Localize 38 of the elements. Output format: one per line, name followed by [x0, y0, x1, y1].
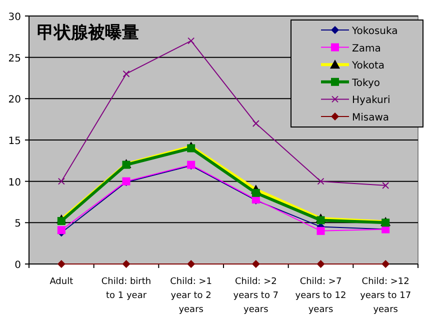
point	[122, 260, 130, 268]
point	[382, 182, 390, 189]
x-tick-label: Child: >2 years to 7 years	[233, 277, 279, 315]
y-tick-label: 30	[8, 12, 21, 23]
y-tick-label: 5	[14, 218, 21, 230]
point	[252, 120, 260, 127]
point	[57, 226, 66, 234]
legend-label: Yokota	[351, 60, 384, 72]
legend-label: Tokyo	[351, 78, 380, 89]
point	[317, 178, 324, 185]
legend-label: Yokosuka	[351, 26, 398, 37]
x-tick-label: Child: >1 year to 2 years	[170, 277, 212, 315]
point	[252, 260, 260, 268]
x-tick-label: Child: >7 years to 12 years	[295, 277, 346, 315]
point	[316, 216, 325, 224]
y-tick-label: 0	[14, 260, 21, 271]
point	[382, 260, 390, 268]
x-tick-label: Adult	[50, 277, 74, 287]
legend-label: Misawa	[352, 112, 390, 124]
point	[187, 260, 196, 268]
y-tick-label: 10	[8, 177, 21, 188]
point	[122, 70, 130, 78]
chart-title: 甲状腺被曝量	[37, 23, 139, 43]
y-tick-label: 15	[8, 136, 21, 147]
y-tick-label: 25	[8, 53, 21, 64]
point	[316, 260, 325, 268]
point	[57, 260, 66, 268]
point	[252, 188, 260, 197]
point	[187, 144, 196, 152]
point	[57, 217, 66, 226]
point	[58, 178, 65, 185]
legend-label: Zama	[352, 43, 381, 54]
x-tick-label: Child: birth to 1 year	[101, 277, 152, 301]
y-tick-label: 20	[8, 94, 21, 106]
x-tick-label: Child: >12 years to 17 years	[360, 277, 412, 315]
legend-label: Hyakuri	[352, 95, 390, 106]
point	[188, 37, 195, 44]
point	[316, 226, 325, 235]
